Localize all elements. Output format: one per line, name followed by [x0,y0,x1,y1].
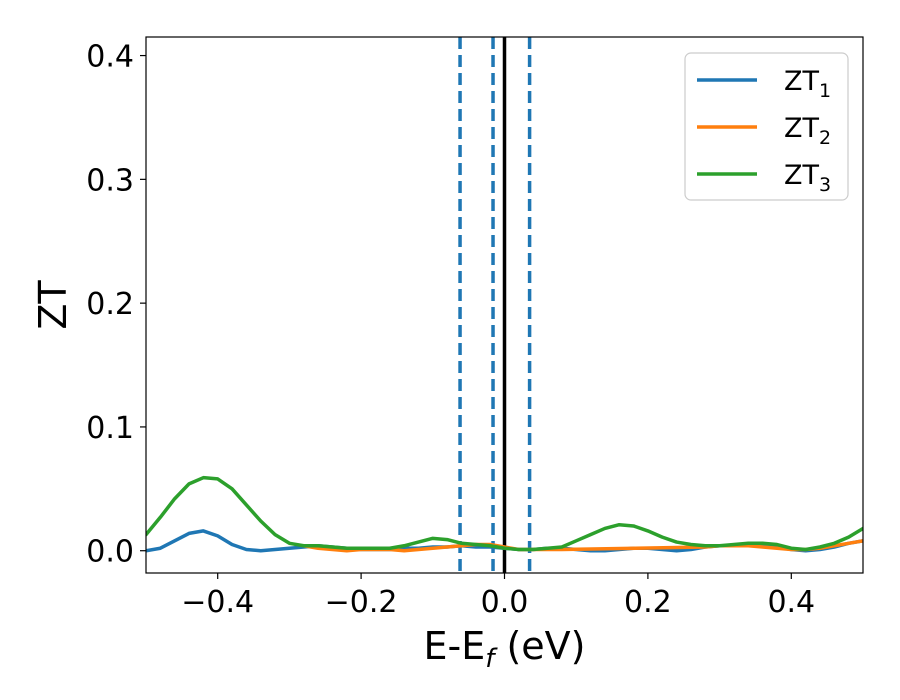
x-axis-ticks: −0.4 −0.2 0.0 0.2 0.4 [181,573,815,620]
legend-label-zt1: ZT1 [784,66,831,102]
y-axis-label: ZT [31,280,75,330]
y-tick-label: 0.2 [86,287,134,322]
y-axis-ticks: 0.0 0.1 0.2 0.3 0.4 [86,40,146,570]
x-axis-label-suffix: (eV) [494,624,585,668]
x-tick-label: −0.4 [181,585,254,620]
legend-label-zt2: ZT2 [784,113,831,149]
x-tick-label: −0.2 [325,585,398,620]
legend: ZT1 ZT2 ZT3 [684,52,849,201]
x-tick-label: 0.0 [481,585,529,620]
legend-label-zt3: ZT3 [784,160,831,196]
x-axis-label: E-Ef (eV) [424,624,586,674]
x-tick-label: 0.2 [624,585,672,620]
x-tick-label: 0.4 [767,585,815,620]
y-tick-label: 0.1 [86,411,134,446]
series-lines [146,475,863,553]
legend-box [684,52,849,201]
y-tick-label: 0.0 [86,535,134,570]
y-tick-label: 0.3 [86,163,134,198]
y-tick-label: 0.4 [86,40,134,75]
series-line-zt3 [146,475,863,552]
x-axis-label-main: E-E [424,624,486,668]
reference-lines [458,37,532,573]
